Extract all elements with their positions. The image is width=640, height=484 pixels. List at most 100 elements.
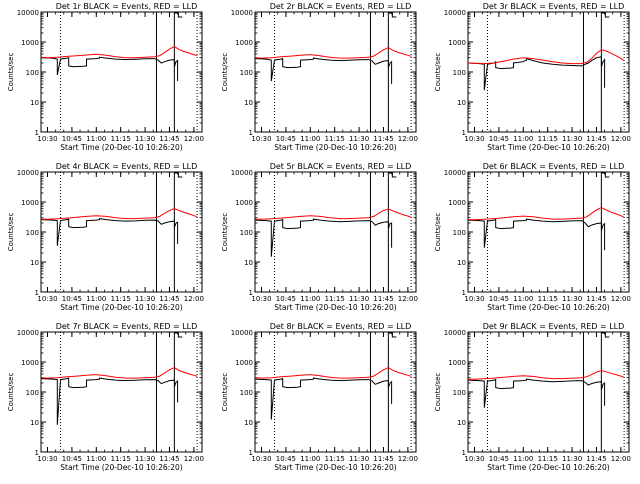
chart-title: Det 3r BLACK = Events, RED = LLD	[483, 2, 625, 11]
state-marker	[601, 332, 610, 338]
y-tick-label: 1	[249, 289, 253, 297]
y-tick-label: 100	[240, 389, 253, 397]
x-tick-label: 11:45	[373, 455, 393, 463]
x-tick-label: 12:00	[611, 455, 631, 463]
x-axis-label: Start Time (20-Dec-10 10:26:20)	[487, 303, 609, 312]
y-tick-label: 1000	[235, 359, 253, 367]
series-lld-line	[40, 46, 198, 59]
series-lld-line	[254, 367, 412, 379]
x-tick-label: 10:30	[37, 295, 57, 303]
series-lld-line	[467, 49, 625, 65]
x-axis-label: Start Time (20-Dec-10 10:26:20)	[487, 463, 609, 472]
y-tick-label: 1	[35, 129, 39, 137]
x-tick-label: 10:45	[489, 135, 509, 143]
chart-panel: Det 6r BLACK = Events, RED = LLD 1 10 100 10…	[434, 162, 631, 312]
x-tick-label: 12:00	[184, 135, 204, 143]
y-tick-label: 1000	[21, 199, 39, 207]
x-tick-label: 11:30	[135, 295, 155, 303]
state-marker	[174, 12, 183, 18]
x-tick-label: 11:15	[325, 135, 345, 143]
x-tick-label: 11:30	[562, 295, 582, 303]
y-tick-label: 1	[35, 289, 39, 297]
y-axis-label: Counts/sec	[434, 373, 442, 412]
x-tick-label: 12:00	[184, 455, 204, 463]
x-tick-label: 10:30	[37, 135, 57, 143]
y-tick-label: 10000	[17, 329, 39, 337]
x-tick-label: 12:00	[611, 295, 631, 303]
y-tick-label: 1000	[21, 39, 39, 47]
y-tick-label: 10000	[231, 329, 253, 337]
x-tick-label: 12:00	[398, 135, 418, 143]
x-tick-label: 11:00	[513, 135, 533, 143]
x-axis-label: Start Time (20-Dec-10 10:26:20)	[274, 303, 396, 312]
x-tick-label: 10:30	[251, 455, 271, 463]
x-tick-label: 11:15	[538, 455, 558, 463]
series-lld-line	[40, 208, 198, 220]
y-tick-label: 100	[240, 69, 253, 77]
x-tick-label: 10:45	[276, 295, 296, 303]
x-tick-label: 11:45	[373, 135, 393, 143]
y-tick-label: 1	[249, 449, 253, 457]
x-tick-label: 11:30	[135, 455, 155, 463]
series-lld-line	[254, 208, 412, 220]
chart-title: Det 5r BLACK = Events, RED = LLD	[270, 162, 412, 171]
y-tick-label: 1000	[448, 39, 466, 47]
y-tick-label: 1	[462, 289, 466, 297]
x-tick-label: 10:45	[276, 455, 296, 463]
x-tick-label: 12:00	[398, 455, 418, 463]
state-marker	[601, 12, 610, 18]
chart-title: Det 4r BLACK = Events, RED = LLD	[56, 162, 198, 171]
y-tick-label: 1	[249, 129, 253, 137]
x-axis-label: Start Time (20-Dec-10 10:26:20)	[60, 143, 182, 152]
x-tick-label: 11:15	[111, 135, 131, 143]
y-axis-label: Counts/sec	[221, 213, 229, 252]
series-events-line	[467, 56, 606, 91]
x-axis-label: Start Time (20-Dec-10 10:26:20)	[274, 463, 396, 472]
x-tick-label: 11:00	[86, 135, 106, 143]
y-tick-label: 1000	[448, 359, 466, 367]
x-tick-label: 10:30	[464, 455, 484, 463]
chart-title: Det 8r BLACK = Events, RED = LLD	[270, 322, 412, 331]
x-tick-label: 11:00	[513, 295, 533, 303]
series-events-line	[254, 57, 393, 84]
series-events-line	[467, 378, 606, 408]
x-tick-label: 10:45	[62, 455, 82, 463]
x-tick-label: 11:45	[159, 295, 179, 303]
x-tick-label: 11:15	[538, 135, 558, 143]
chart-title: Det 2r BLACK = Events, RED = LLD	[270, 2, 412, 11]
y-axis-label: Counts/sec	[7, 213, 15, 252]
chart-title: Det 6r BLACK = Events, RED = LLD	[483, 162, 625, 171]
y-axis-label: Counts/sec	[7, 373, 15, 412]
x-axis-label: Start Time (20-Dec-10 10:26:20)	[274, 143, 396, 152]
chart-panel: Det 1r BLACK = Events, RED = LLD 1 10 100 10…	[7, 2, 204, 152]
chart-panel: Det 9r BLACK = Events, RED = LLD 1 10 100 10…	[434, 322, 631, 472]
chart-panel: Det 5r BLACK = Events, RED = LLD 1 10 100 10…	[221, 162, 418, 312]
y-tick-label: 10	[457, 259, 466, 267]
y-tick-label: 10	[30, 419, 39, 427]
y-tick-label: 10	[244, 259, 253, 267]
x-tick-label: 10:45	[62, 295, 82, 303]
y-tick-label: 100	[453, 229, 466, 237]
x-tick-label: 11:15	[538, 295, 558, 303]
chart-panel: Det 3r BLACK = Events, RED = LLD 1 10 100 10…	[434, 2, 631, 152]
y-tick-label: 100	[453, 69, 466, 77]
x-axis-label: Start Time (20-Dec-10 10:26:20)	[60, 463, 182, 472]
y-tick-label: 1000	[21, 359, 39, 367]
series-events-line	[254, 377, 393, 420]
y-tick-label: 10000	[444, 329, 466, 337]
x-tick-label: 10:45	[62, 135, 82, 143]
y-tick-label: 10	[244, 419, 253, 427]
y-tick-label: 10	[457, 99, 466, 107]
x-tick-label: 11:30	[349, 295, 369, 303]
x-tick-label: 10:30	[251, 295, 271, 303]
chart-panel: Det 8r BLACK = Events, RED = LLD 1 10 100 10…	[221, 322, 418, 472]
y-tick-label: 10000	[444, 9, 466, 17]
x-tick-label: 11:45	[586, 135, 606, 143]
y-tick-label: 10000	[444, 169, 466, 177]
y-tick-label: 100	[26, 389, 39, 397]
y-tick-label: 10	[457, 419, 466, 427]
y-tick-label: 100	[26, 229, 39, 237]
y-tick-label: 1	[35, 449, 39, 457]
